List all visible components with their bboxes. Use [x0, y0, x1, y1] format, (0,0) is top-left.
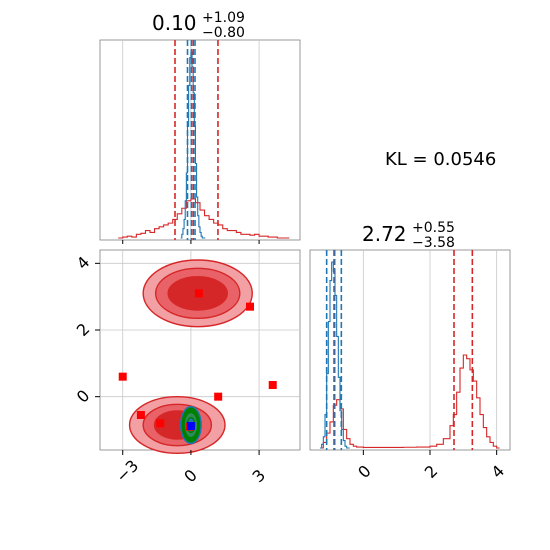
- title-main: 0.10: [152, 11, 197, 35]
- y-tick-label: 2: [73, 319, 94, 340]
- red-marker: [214, 392, 223, 401]
- blue-marker: [186, 422, 195, 430]
- red-marker: [268, 381, 277, 389]
- panel-bottom-right-frame: [309, 249, 511, 451]
- red-marker: [246, 302, 254, 311]
- x-tick-label: 0: [354, 461, 375, 482]
- red-marker: [136, 411, 145, 419]
- panel-bottom-right-title-sup: +0.55: [412, 220, 455, 236]
- panel-bottom-left-yticks: 0 2 4: [73, 253, 100, 407]
- panel-bottom-right-xticks: 0 2 4: [354, 450, 508, 482]
- y-tick-label: 4: [73, 253, 94, 274]
- panel-bottom-left-xticks: −3 0 3: [112, 450, 269, 486]
- x-tick-label: −3: [112, 456, 142, 486]
- panel-bottom-right-histogram: 0 2 4 2.72 +0.55 −3.58: [309, 220, 511, 482]
- kl-annotation: KL = 0.0546: [385, 149, 496, 170]
- panel-bottom-right-plot: [320, 250, 500, 450]
- panel-bottom-left-contour: −3 0 3 0 2 4: [73, 249, 301, 486]
- x-tick-label: 0: [180, 466, 201, 487]
- panel-bottom-left-plot: [118, 259, 277, 455]
- panel-top-left-histogram: 0.10 +1.09 −0.80: [99, 10, 301, 244]
- panel-bottom-right-title: 2.72: [362, 222, 407, 246]
- panel-top-left-title-sub: −0.80: [202, 25, 245, 41]
- red-marker: [156, 419, 165, 428]
- red-marker: [194, 289, 203, 298]
- panel-bottom-right-title-sub: −3.58: [412, 235, 455, 251]
- x-tick-label: 2: [421, 461, 442, 482]
- x-tick-label: 3: [248, 466, 269, 487]
- panel-top-left-title-sup: +1.09: [202, 10, 245, 26]
- panel-top-left-plot: [118, 40, 290, 240]
- y-tick-label: 0: [73, 386, 94, 407]
- red-marker: [118, 372, 127, 381]
- x-tick-label: 4: [487, 461, 508, 482]
- panel-top-left-title: 0.10: [152, 11, 197, 35]
- panel-bottom-right-grid: [362, 250, 498, 450]
- title-main: 2.72: [362, 222, 407, 246]
